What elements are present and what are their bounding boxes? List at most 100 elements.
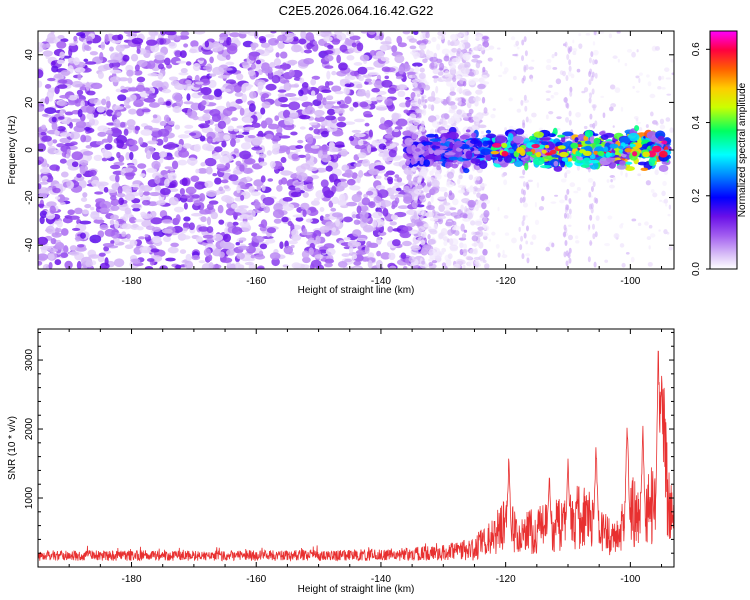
heatmap-cell (47, 253, 55, 261)
heatmap-cell (97, 131, 107, 137)
heatmap-cell (118, 77, 129, 82)
heatmap-cell (527, 179, 533, 183)
heatmap-cell (459, 62, 465, 67)
heatmap-cell (429, 128, 435, 135)
heatmap-cell (610, 179, 613, 183)
heatmap-cell (606, 179, 610, 183)
colorbar-frame (709, 30, 738, 270)
heatmap-cell (138, 137, 144, 145)
heatmap-cell (446, 171, 454, 179)
heatmap-cell (298, 38, 307, 45)
heatmap-cell (335, 218, 340, 227)
heatmap-cell (190, 175, 200, 182)
heatmap-cell (141, 219, 152, 228)
heatmap-cell (201, 127, 214, 134)
heatmap-cell (394, 126, 403, 130)
heatmap-cell (624, 148, 632, 153)
heatmap-cell (206, 226, 214, 233)
heatmap-cell (223, 185, 230, 189)
heatmap-cell (603, 146, 609, 153)
heatmap-cell (48, 261, 53, 269)
heatmap-cell (431, 36, 437, 43)
x-tick-label: -100 (620, 276, 640, 287)
heatmap-cell (444, 161, 451, 169)
heatmap-cell (549, 149, 557, 155)
heatmap-cell (416, 204, 425, 208)
heatmap-cell (236, 184, 241, 194)
heatmap-cell (106, 109, 114, 117)
heatmap-cell (386, 176, 394, 182)
heatmap-cell (667, 213, 671, 217)
heatmap-cell (512, 53, 518, 57)
heatmap-cell (469, 248, 477, 255)
heatmap-cell (241, 61, 249, 66)
heatmap-cell (124, 98, 130, 107)
heatmap-cell (131, 203, 142, 209)
heatmap-cell (134, 125, 141, 131)
heatmap-cell (398, 63, 411, 72)
heatmap-cell (73, 35, 78, 42)
heatmap-cell (616, 31, 621, 34)
heatmap-cell (360, 31, 368, 34)
heatmap-cell (164, 31, 177, 36)
heatmap-cell (441, 262, 447, 268)
heatmap-cell (401, 240, 412, 247)
heatmap-cell (457, 189, 466, 194)
heatmap-cell (159, 265, 168, 269)
heatmap-cell (150, 43, 160, 53)
heatmap-cell (666, 93, 672, 96)
heatmap-cell (105, 96, 111, 102)
heatmap-cell (592, 104, 596, 111)
y-tick-label: -20 (24, 190, 35, 205)
heatmap-cell (319, 225, 330, 233)
heatmap-cell (462, 249, 468, 253)
heatmap-cell (369, 50, 377, 56)
heatmap-cell (391, 45, 398, 53)
heatmap-cell (600, 134, 609, 140)
heatmap-cell (300, 163, 311, 170)
heatmap-cell (523, 94, 527, 101)
heatmap-cell (377, 189, 389, 199)
heatmap-cell (568, 110, 572, 117)
heatmap-cell (412, 62, 423, 67)
heatmap-cell (205, 145, 215, 152)
heatmap-cell (295, 148, 301, 153)
heatmap-cell (159, 120, 167, 127)
heatmap-cell (669, 127, 674, 133)
heatmap-cell (624, 62, 628, 67)
heatmap-cell (154, 52, 166, 61)
heatmap-cell (409, 45, 417, 50)
heatmap-cell (163, 156, 175, 161)
heatmap-cell (194, 74, 200, 83)
x-tick-label: -120 (496, 276, 516, 287)
heatmap-cell (391, 200, 398, 208)
heatmap-cell (384, 75, 390, 80)
heatmap-cell (589, 113, 593, 120)
heatmap-cell (442, 202, 451, 206)
heatmap-cell (110, 128, 122, 134)
heatmap-cell (185, 186, 197, 195)
heatmap-cell (268, 37, 280, 46)
x-tick-label: -140 (371, 574, 391, 585)
heatmap-cell (587, 178, 594, 183)
heatmap-cell (44, 96, 50, 105)
heatmap-cell (566, 102, 570, 109)
heatmap-cell (186, 157, 198, 166)
heatmap-cell (60, 69, 71, 76)
heatmap-cell (428, 228, 437, 233)
heatmap-cell (415, 108, 423, 114)
heatmap-cell (248, 185, 255, 193)
heatmap-cell (147, 73, 159, 77)
heatmap-cell (405, 99, 411, 108)
heatmap-cell (76, 244, 85, 248)
heatmap-cell (352, 254, 358, 260)
heatmap-cell (444, 152, 456, 156)
heatmap-cell (225, 79, 237, 85)
heatmap-cell (356, 237, 367, 242)
heatmap-cell (412, 265, 421, 269)
heatmap-cell (279, 51, 288, 59)
heatmap-cell (403, 167, 414, 175)
heatmap-cell (565, 204, 569, 211)
heatmap-cell (89, 98, 98, 104)
heatmap-cell (175, 60, 187, 64)
